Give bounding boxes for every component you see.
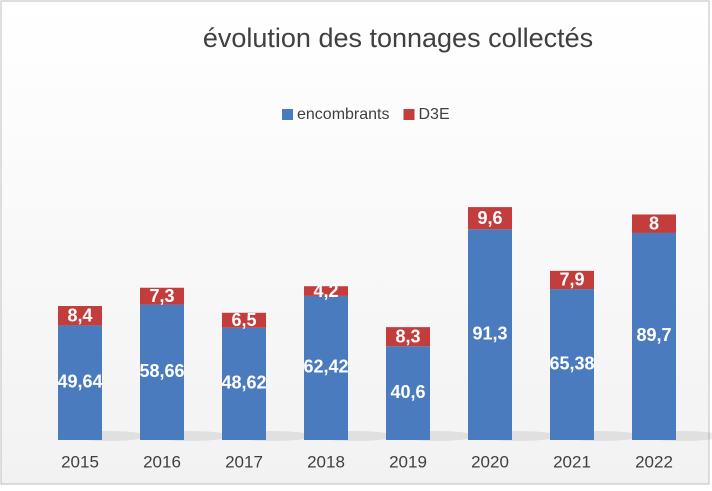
x-tick-label: 2021: [553, 452, 591, 471]
legend-swatch: [282, 109, 293, 120]
x-tick-label: 2017: [225, 452, 263, 471]
x-tick-label: 2019: [389, 452, 427, 471]
data-label: 9,6: [477, 208, 502, 228]
bar-segment: [550, 270, 594, 290]
bar-segment: [304, 295, 348, 440]
data-label: 62,42: [303, 357, 348, 377]
data-label: 7,3: [149, 286, 174, 306]
bar-segment: [386, 327, 430, 347]
data-label: 58,66: [139, 361, 184, 381]
x-tick-label: 2020: [471, 452, 509, 471]
x-tick-label: 2015: [61, 452, 99, 471]
bar-segment: [58, 325, 102, 440]
bar-segment: [550, 289, 594, 440]
legend-label: D3E: [419, 106, 450, 123]
bar-segment: [140, 304, 184, 440]
data-label: 89,7: [636, 325, 671, 345]
x-tick-label: 2016: [143, 452, 181, 471]
data-label: 8,4: [67, 305, 92, 325]
bar-segment: [632, 232, 676, 440]
data-label: 65,38: [549, 353, 594, 373]
data-label: 91,3: [472, 323, 507, 343]
bar-segment: [386, 346, 430, 440]
data-label: 8: [649, 213, 659, 233]
bar-segment: [468, 207, 512, 230]
bar-segment: [468, 229, 512, 440]
bar-segment: [632, 214, 676, 233]
data-label: 4,2: [313, 281, 338, 301]
data-label: 40,6: [390, 382, 425, 402]
legend-label: encombrants: [297, 106, 390, 123]
data-label: 48,62: [221, 373, 266, 393]
chart-title: évolution des tonnages collectés: [203, 23, 593, 53]
data-label: 6,5: [231, 310, 256, 330]
x-tick-label: 2022: [635, 452, 673, 471]
data-label: 7,9: [559, 270, 584, 290]
data-label: 8,3: [395, 326, 420, 346]
bar-segment: [140, 287, 184, 305]
bar-segment: [222, 327, 266, 440]
legend-swatch: [403, 109, 415, 120]
x-tick-label: 2018: [307, 452, 345, 471]
bar-segment: [304, 286, 348, 296]
bar-segment: [222, 312, 266, 328]
bar-segment: [58, 306, 102, 326]
data-label: 49,64: [57, 371, 102, 391]
